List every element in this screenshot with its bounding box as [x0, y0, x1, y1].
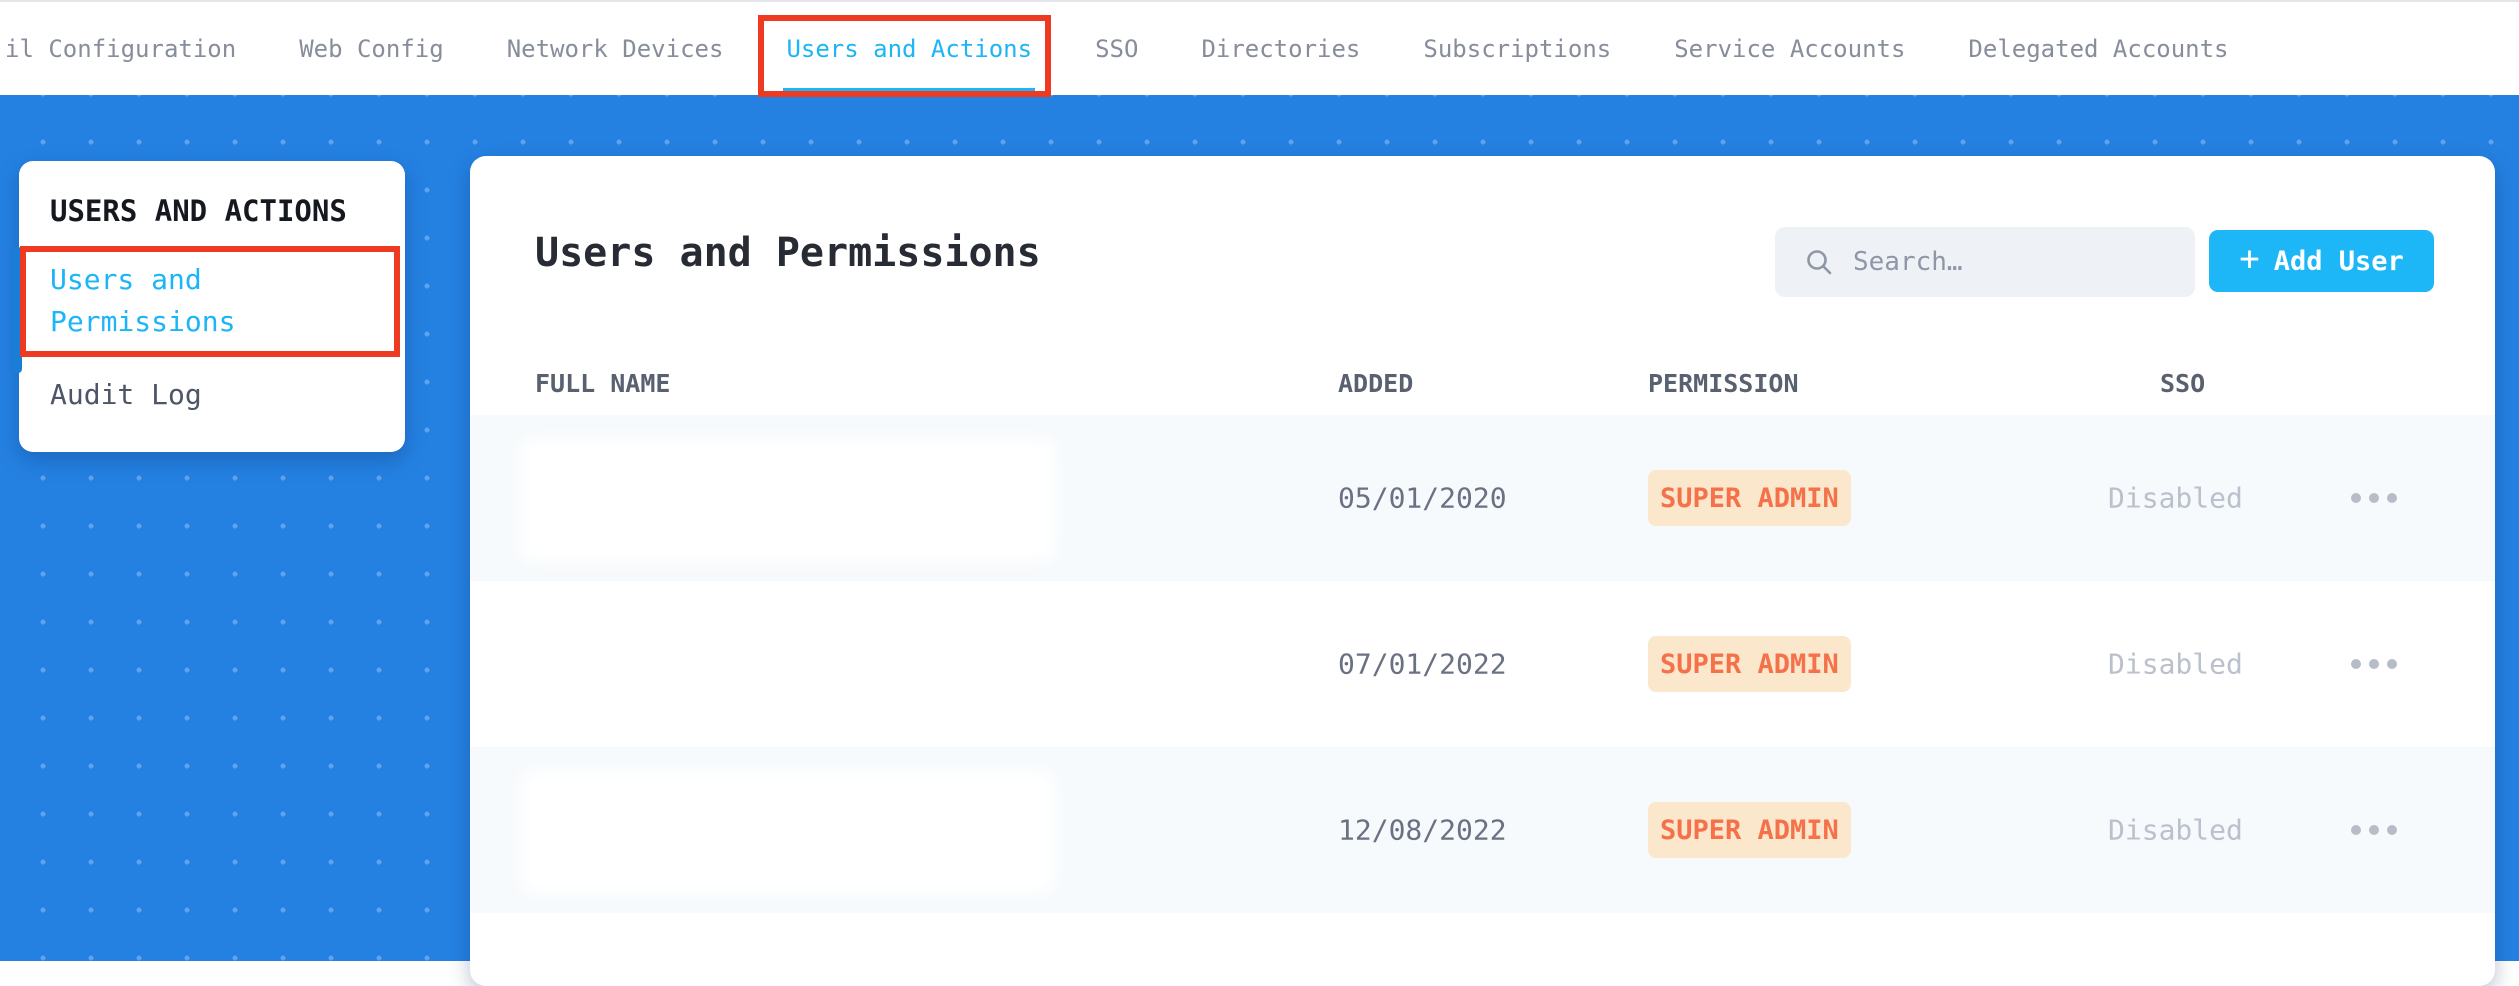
- added-cell: 07/01/2022: [1338, 648, 1507, 681]
- column-header-permission: PERMISSION: [1648, 369, 1799, 398]
- plus-icon: +: [2239, 242, 2259, 276]
- sso-status: Disabled: [2108, 482, 2243, 515]
- users-table-body: 05/01/2020 SUPER ADMIN Disabled 07/01/20…: [470, 415, 2495, 913]
- tab-delegated-accounts[interactable]: Delegated Accounts: [1968, 2, 2228, 95]
- tab-subscriptions[interactable]: Subscriptions: [1423, 2, 1611, 95]
- permission-badge: SUPER ADMIN: [1648, 636, 1851, 692]
- sso-status: Disabled: [2108, 648, 2243, 681]
- page-title: Users and Permissions: [535, 230, 1041, 276]
- tab-configuration[interactable]: il Configuration: [5, 2, 236, 95]
- table-row: 07/01/2022 SUPER ADMIN Disabled: [470, 581, 2495, 747]
- redacted-name-box: [530, 780, 1045, 884]
- tab-network-devices[interactable]: Network Devices: [507, 2, 724, 95]
- users-permissions-panel: Users and Permissions + Add User FULL NA…: [470, 156, 2495, 986]
- sidebar-card: USERS AND ACTIONS Users and Permissions …: [19, 161, 405, 452]
- added-cell: 05/01/2020: [1338, 482, 1507, 515]
- redacted-name-box: [530, 614, 1045, 718]
- search-box[interactable]: [1775, 227, 2195, 297]
- permission-badge: SUPER ADMIN: [1648, 802, 1851, 858]
- tab-sso[interactable]: SSO: [1095, 2, 1138, 95]
- column-header-sso: SSO: [2160, 369, 2205, 398]
- tab-service-accounts[interactable]: Service Accounts: [1674, 2, 1905, 95]
- column-header-full-name: FULL NAME: [535, 369, 670, 398]
- add-user-button[interactable]: + Add User: [2209, 230, 2434, 292]
- permission-badge: SUPER ADMIN: [1648, 470, 1851, 526]
- active-item-indicator: [13, 247, 22, 373]
- table-row: 12/08/2022 SUPER ADMIN Disabled: [470, 747, 2495, 913]
- table-row: 05/01/2020 SUPER ADMIN Disabled: [470, 415, 2495, 581]
- added-cell: 12/08/2022: [1338, 814, 1507, 847]
- tab-web-config[interactable]: Web Config: [299, 2, 444, 95]
- top-nav-bar: il Configuration Web Config Network Devi…: [0, 0, 2519, 95]
- search-input[interactable]: [1853, 247, 2173, 277]
- more-menu-button[interactable]: [2345, 487, 2403, 509]
- add-user-label: Add User: [2274, 246, 2404, 277]
- tab-directories[interactable]: Directories: [1201, 2, 1360, 95]
- sso-status: Disabled: [2108, 814, 2243, 847]
- sidebar-item-users-and-permissions[interactable]: Users and Permissions: [50, 259, 335, 343]
- search-icon: [1805, 248, 1833, 276]
- column-header-added: ADDED: [1338, 369, 1413, 398]
- redacted-name-box: [530, 448, 1045, 552]
- sidebar-item-audit-log[interactable]: Audit Log: [50, 378, 202, 411]
- tab-users-and-actions[interactable]: Users and Actions: [786, 2, 1032, 95]
- more-menu-button[interactable]: [2345, 819, 2403, 841]
- sidebar-heading: USERS AND ACTIONS: [50, 194, 347, 228]
- more-menu-button[interactable]: [2345, 653, 2403, 675]
